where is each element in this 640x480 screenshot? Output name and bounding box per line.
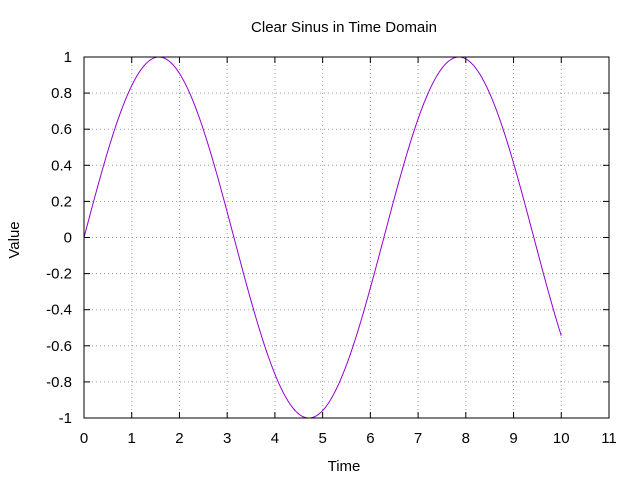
y-tick-label: 0	[64, 230, 72, 247]
y-tick-label: -1	[59, 410, 72, 427]
x-tick-label: 4	[271, 430, 279, 447]
y-axis-label: Value	[6, 221, 23, 258]
x-tick-label: 10	[553, 430, 570, 447]
x-tick-label: 2	[175, 430, 183, 447]
x-tick-label: 11	[601, 430, 617, 447]
grid-lines	[84, 57, 609, 418]
x-tick-label: 3	[223, 430, 231, 447]
y-tick-label: -0.6	[46, 338, 72, 355]
x-tick-label: 7	[414, 430, 422, 447]
x-tick-label: 1	[128, 430, 136, 447]
x-tick-label: 5	[318, 430, 326, 447]
y-tick-label: 0.6	[51, 121, 72, 138]
y-tick-label: 0.2	[51, 193, 72, 210]
x-axis-label: Time	[328, 458, 361, 475]
y-tick-labels: 1 0.8 0.6 0.4 0.2 0 -0.2 -0.4 -0.6 -0.8 -1	[46, 49, 72, 427]
y-tick-label: -0.2	[46, 266, 72, 283]
y-tick-label: 0.8	[51, 85, 72, 102]
x-tick-labels: 0 1 2 3 4 5 6 7 8 9 10 11	[80, 430, 617, 447]
chart-title: Clear Sinus in Time Domain	[251, 19, 437, 36]
series-line-0	[83, 56, 562, 419]
y-tick-label: -0.8	[46, 374, 72, 391]
x-tick-label: 8	[462, 430, 470, 447]
x-tick-label: 0	[80, 430, 88, 447]
y-tick-label: 1	[64, 49, 72, 66]
y-tick-label: 0.4	[51, 157, 72, 174]
x-tick-label: 6	[366, 430, 374, 447]
x-tick-label: 9	[509, 430, 517, 447]
y-tick-label: -0.4	[46, 302, 72, 319]
series-layer	[83, 56, 562, 419]
tick-marks	[83, 56, 610, 419]
